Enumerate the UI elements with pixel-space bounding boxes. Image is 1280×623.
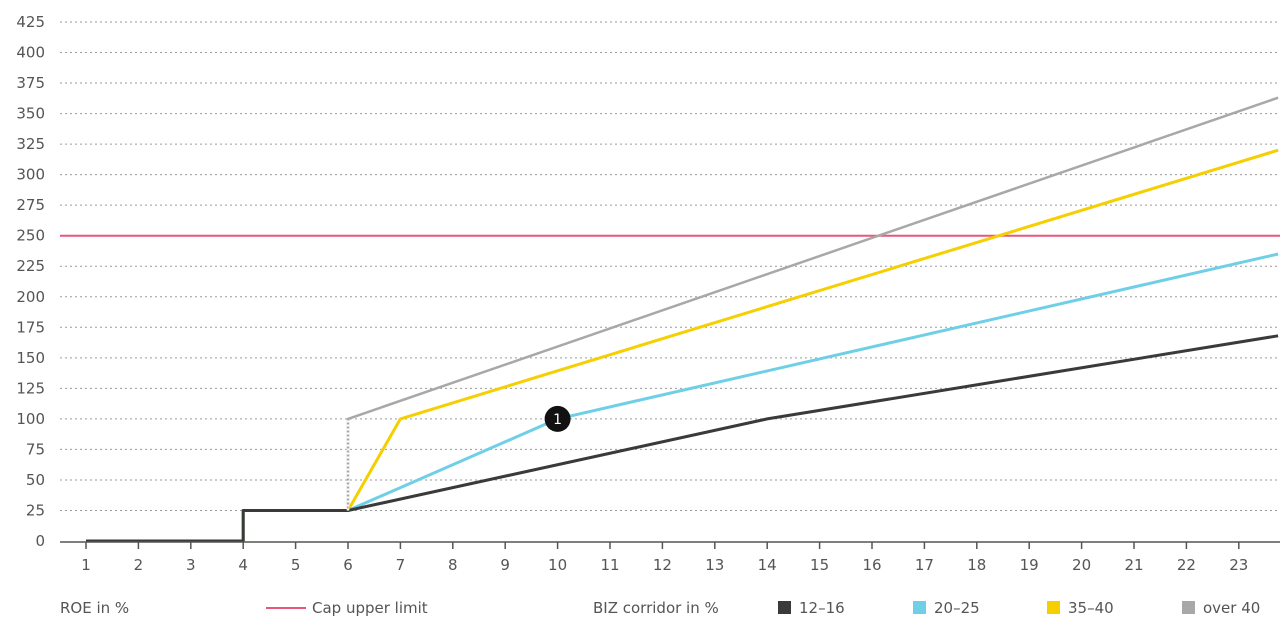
- legend: ROE in % Cap upper limit BIZ corridor in…: [0, 597, 1280, 623]
- legend-series-3: over 40: [1182, 599, 1260, 617]
- x-tick-label-21: 21: [1124, 556, 1143, 574]
- x-tick-label-8: 8: [448, 556, 458, 574]
- legend-swatch-0: [778, 601, 791, 614]
- y-tick-label-25: 25: [26, 501, 45, 519]
- x-tick-label-22: 22: [1177, 556, 1196, 574]
- x-tick-label-15: 15: [810, 556, 829, 574]
- grid-lines: [60, 21, 1280, 511]
- y-tick-label-375: 375: [16, 74, 45, 92]
- legend-label-3: over 40: [1203, 599, 1261, 617]
- legend-label-2: 35–40: [1068, 599, 1114, 617]
- y-tick-label-50: 50: [26, 471, 45, 489]
- y-tick-label-400: 400: [16, 44, 45, 62]
- x-tick-label-12: 12: [653, 556, 672, 574]
- y-tick-label-125: 125: [16, 379, 45, 397]
- series-line-3: [86, 96, 1279, 543]
- x-tick-label-23: 23: [1229, 556, 1248, 574]
- y-tick-label-0: 0: [35, 532, 45, 550]
- y-tick-label-200: 200: [16, 288, 45, 306]
- y-tick-label-75: 75: [26, 440, 45, 458]
- y-tick-label-300: 300: [16, 166, 45, 184]
- legend-title: BIZ corridor in %: [593, 599, 719, 617]
- x-tick-label-18: 18: [967, 556, 986, 574]
- x-axis-label: ROE in %: [60, 599, 130, 617]
- legend-cap-entry: Cap upper limit: [266, 599, 428, 617]
- y-tick-label-225: 225: [16, 257, 45, 275]
- legend-swatch-1: [913, 601, 926, 614]
- series-lines: [86, 96, 1279, 543]
- x-tick-label-20: 20: [1072, 556, 1091, 574]
- y-tick-label-175: 175: [16, 318, 45, 336]
- chart: 0255075100125150175200225250275300325350…: [16, 13, 1280, 574]
- x-tick-label-4: 4: [238, 556, 248, 574]
- x-tick-label-5: 5: [291, 556, 301, 574]
- y-tick-label-425: 425: [16, 13, 45, 31]
- x-tick-label-7: 7: [396, 556, 406, 574]
- legend-swatch-2: [1047, 601, 1060, 614]
- x-tick-label-6: 6: [343, 556, 353, 574]
- x-tick-label-3: 3: [186, 556, 196, 574]
- y-tick-label-350: 350: [16, 105, 45, 123]
- x-tick-label-10: 10: [548, 556, 567, 574]
- x-tick-label-2: 2: [134, 556, 144, 574]
- x-tick-label-14: 14: [758, 556, 777, 574]
- y-tick-label-100: 100: [16, 410, 45, 428]
- annotation-marker-0: [544, 405, 571, 432]
- x-tick-label-17: 17: [915, 556, 934, 574]
- y-tick-label-275: 275: [16, 196, 45, 214]
- series-line-0: [86, 334, 1279, 543]
- axes: [60, 541, 1280, 549]
- y-tick-label-325: 325: [16, 135, 45, 153]
- annotations: 1: [544, 405, 571, 432]
- legend-cap-line: [266, 607, 306, 609]
- x-tick-label-9: 9: [500, 556, 510, 574]
- series-line-2: [86, 148, 1279, 543]
- legend-cap-label: Cap upper limit: [312, 599, 428, 617]
- legend-label-1: 20–25: [934, 599, 980, 617]
- tick-labels: 0255075100125150175200225250275300325350…: [16, 13, 1248, 574]
- x-tick-label-11: 11: [600, 556, 619, 574]
- x-tick-label-13: 13: [705, 556, 724, 574]
- annotation-label-0: 1: [553, 412, 562, 428]
- legend-label-0: 12–16: [799, 599, 845, 617]
- legend-series-1: 20–25: [913, 599, 980, 617]
- x-tick-label-1: 1: [81, 556, 91, 574]
- legend-series-2: 35–40: [1047, 599, 1114, 617]
- legend-swatch-3: [1182, 601, 1195, 614]
- y-tick-label-250: 250: [16, 227, 45, 245]
- y-tick-label-150: 150: [16, 349, 45, 367]
- series-line-1: [86, 252, 1279, 543]
- x-tick-label-16: 16: [862, 556, 881, 574]
- x-tick-label-19: 19: [1020, 556, 1039, 574]
- legend-series-0: 12–16: [778, 599, 845, 617]
